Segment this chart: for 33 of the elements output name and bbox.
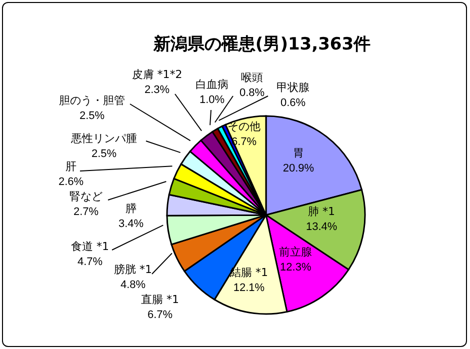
slice-label: 悪性リンパ腫	[70, 132, 137, 146]
data-label: 2.6%	[58, 176, 84, 188]
slice-label: 胆のう・胆管	[59, 94, 125, 108]
data-label: 0.8%	[239, 86, 265, 99]
data-label: 3.4%	[118, 218, 144, 230]
data-label: 12.1%	[233, 282, 265, 294]
chart-title: 新潟県の罹患(男)13,363件	[152, 34, 371, 55]
slice-label: 肺 *1	[308, 204, 336, 218]
slice-label: 皮膚 *1*2	[132, 68, 182, 82]
slice-label: その他	[228, 120, 260, 134]
data-label: 4.8%	[120, 278, 146, 291]
slice-label: 膀胱 *1	[114, 263, 152, 276]
data-label: 13.4%	[306, 220, 338, 233]
data-label: 2.5%	[91, 148, 117, 160]
slice-label: 甲状腺	[276, 81, 310, 94]
slice-label: 胃	[292, 146, 304, 160]
slice-label: 喉頭	[241, 71, 263, 84]
slice-label: 腎など	[70, 190, 102, 204]
data-label: 12.3%	[280, 262, 312, 274]
data-label: 0.6%	[280, 96, 306, 109]
slice-label: 肝	[66, 160, 76, 174]
data-label: 2.5%	[79, 110, 105, 122]
slice-label: 膵	[126, 202, 136, 216]
slice-label: 前立腺	[279, 246, 312, 259]
data-label: 2.3%	[144, 84, 170, 96]
slice-label: 直腸 *1	[141, 293, 179, 306]
slice-label: 食道 *1	[71, 240, 109, 254]
data-label: 6.7%	[147, 308, 173, 321]
data-label: 2.7%	[73, 206, 99, 218]
data-label: 1.0%	[199, 94, 225, 106]
data-label: 20.9%	[282, 162, 314, 174]
data-label: 4.7%	[77, 256, 103, 268]
slice-label: 白血病	[196, 78, 228, 92]
